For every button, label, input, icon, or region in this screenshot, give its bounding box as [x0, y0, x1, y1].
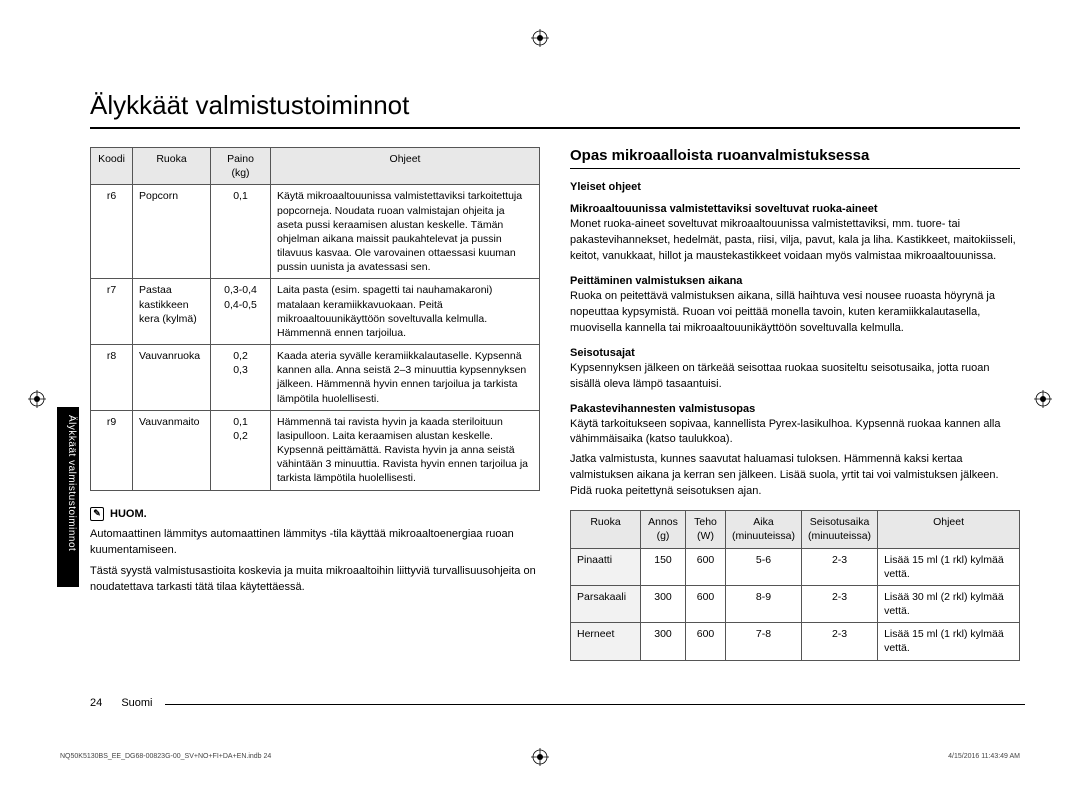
cell-food: Pinaatti [571, 548, 641, 585]
cell-portion: 150 [641, 548, 686, 585]
sub-cover: Peittäminen valmistuksen aikana [570, 275, 1020, 287]
cell-weight: 0,2 0,3 [211, 345, 271, 411]
cell-code: r6 [91, 185, 133, 279]
cell-weight: 0,1 0,2 [211, 410, 271, 490]
page-number: 24 [90, 697, 102, 709]
cell-instr: Hämmennä tai ravista hyvin ja kaada ster… [271, 410, 540, 490]
cell-stand: 2-3 [802, 548, 878, 585]
cell-weight: 0,1 [211, 185, 271, 279]
table-row: Pinaatti1506005-62-3Lisää 15 ml (1 rkl) … [571, 548, 1020, 585]
cell-code: r7 [91, 279, 133, 345]
cell-instr: Käytä mikroaaltouunissa valmistettaviksi… [271, 185, 540, 279]
para-stand: Kypsennyksen jälkeen on tärkeää seisotta… [570, 361, 1020, 393]
cell-time: 7-8 [726, 623, 802, 660]
sub-general: Yleiset ohjeet [570, 181, 1020, 193]
cell-portion: 300 [641, 585, 686, 622]
footer-date: 4/15/2016 11:43:49 AM [948, 753, 1020, 760]
t2-h-instr: Ohjeet [878, 511, 1020, 548]
page-footer: 24 Suomi [90, 697, 153, 709]
t2-h-portion: Annos (g) [641, 511, 686, 548]
note-body-1: Automaattinen lämmitys automaattinen läm… [90, 527, 540, 559]
cell-power: 600 [686, 585, 726, 622]
footer-file: NQ50K5130BS_EE_DG68-00823G-00_SV+NO+FI+D… [60, 753, 271, 760]
page-title: Älykkäät valmistustoiminnot [90, 90, 1020, 121]
cooking-codes-table: Koodi Ruoka Paino (kg) Ohjeet r6Popcorn0… [90, 147, 540, 491]
para-suitable: Monet ruoka-aineet soveltuvat mikroaalto… [570, 217, 1020, 265]
t2-h-power: Teho (W) [686, 511, 726, 548]
cell-food: Pastaa kastikkeen kera (kylmä) [133, 279, 211, 345]
table-row: Parsakaali3006008-92-3Lisää 30 ml (2 rkl… [571, 585, 1020, 622]
cell-food: Vauvanmaito [133, 410, 211, 490]
side-tab: Älykkäät valmistustoiminnot [57, 407, 79, 587]
table-row: r8Vauvanruoka0,2 0,3Kaada ateria syvälle… [91, 345, 540, 411]
note-label: HUOM. [110, 508, 147, 520]
table-row: r9Vauvanmaito0,1 0,2Hämmennä tai ravista… [91, 410, 540, 490]
cell-portion: 300 [641, 623, 686, 660]
cell-food: Popcorn [133, 185, 211, 279]
cell-time: 8-9 [726, 585, 802, 622]
content-columns: Koodi Ruoka Paino (kg) Ohjeet r6Popcorn0… [90, 147, 1020, 661]
crop-mark-top [531, 29, 549, 47]
sub-stand: Seisotusajat [570, 347, 1020, 359]
cell-code: r9 [91, 410, 133, 490]
cell-food: Parsakaali [571, 585, 641, 622]
cell-stand: 2-3 [802, 623, 878, 660]
para-frozen-2: Jatka valmistusta, kunnes saavutat halua… [570, 452, 1020, 500]
cell-food: Herneet [571, 623, 641, 660]
cell-power: 600 [686, 548, 726, 585]
table-row: r7Pastaa kastikkeen kera (kylmä)0,3-0,4 … [91, 279, 540, 345]
crop-mark-left [28, 390, 46, 408]
t2-h-time: Aika (minuuteissa) [726, 511, 802, 548]
cell-instr: Lisää 15 ml (1 rkl) kylmää vettä. [878, 548, 1020, 585]
note-body-2: Tästä syystä valmistusastioita koskevia … [90, 564, 540, 596]
cell-weight: 0,3-0,4 0,4-0,5 [211, 279, 271, 345]
footer-rule [165, 704, 1025, 705]
note-header: ✎ HUOM. [90, 507, 540, 521]
note-icon: ✎ [90, 507, 104, 521]
cell-food: Vauvanruoka [133, 345, 211, 411]
sub-frozen: Pakastevihannesten valmistusopas [570, 403, 1020, 415]
para-cover: Ruoka on peitettävä valmistuksen aikana,… [570, 289, 1020, 337]
table-row: Herneet3006007-82-3Lisää 15 ml (1 rkl) k… [571, 623, 1020, 660]
cell-instr: Lisää 15 ml (1 rkl) kylmää vettä. [878, 623, 1020, 660]
cell-instr: Laita pasta (esim. spagetti tai nauhamak… [271, 279, 540, 345]
t1-h-instr: Ohjeet [271, 148, 540, 185]
cell-code: r8 [91, 345, 133, 411]
cell-instr: Lisää 30 ml (2 rkl) kylmää vettä. [878, 585, 1020, 622]
right-section-rule [570, 168, 1020, 169]
sub-suitable: Mikroaaltouunissa valmistettaviksi sovel… [570, 203, 1020, 215]
cell-stand: 2-3 [802, 585, 878, 622]
cell-time: 5-6 [726, 548, 802, 585]
t1-h-code: Koodi [91, 148, 133, 185]
right-section-title: Opas mikroaalloista ruoanvalmistuksessa [570, 147, 1020, 164]
left-column: Koodi Ruoka Paino (kg) Ohjeet r6Popcorn0… [90, 147, 540, 661]
table-row: r6Popcorn0,1Käytä mikroaaltouunissa valm… [91, 185, 540, 279]
cell-power: 600 [686, 623, 726, 660]
frozen-veg-table: Ruoka Annos (g) Teho (W) Aika (minuuteis… [570, 510, 1020, 660]
cell-instr: Kaada ateria syvälle keramiikkalautasell… [271, 345, 540, 411]
t2-h-food: Ruoka [571, 511, 641, 548]
t2-h-stand: Seisotusaika (minuuteissa) [802, 511, 878, 548]
page-lang: Suomi [121, 697, 152, 709]
t1-h-weight: Paino (kg) [211, 148, 271, 185]
crop-mark-bottom [531, 748, 549, 766]
para-frozen-1: Käytä tarkoitukseen sopivaa, kannellista… [570, 417, 1020, 449]
title-rule [90, 127, 1020, 129]
right-column: Opas mikroaalloista ruoanvalmistuksessa … [570, 147, 1020, 661]
crop-mark-right [1034, 390, 1052, 408]
t1-h-food: Ruoka [133, 148, 211, 185]
